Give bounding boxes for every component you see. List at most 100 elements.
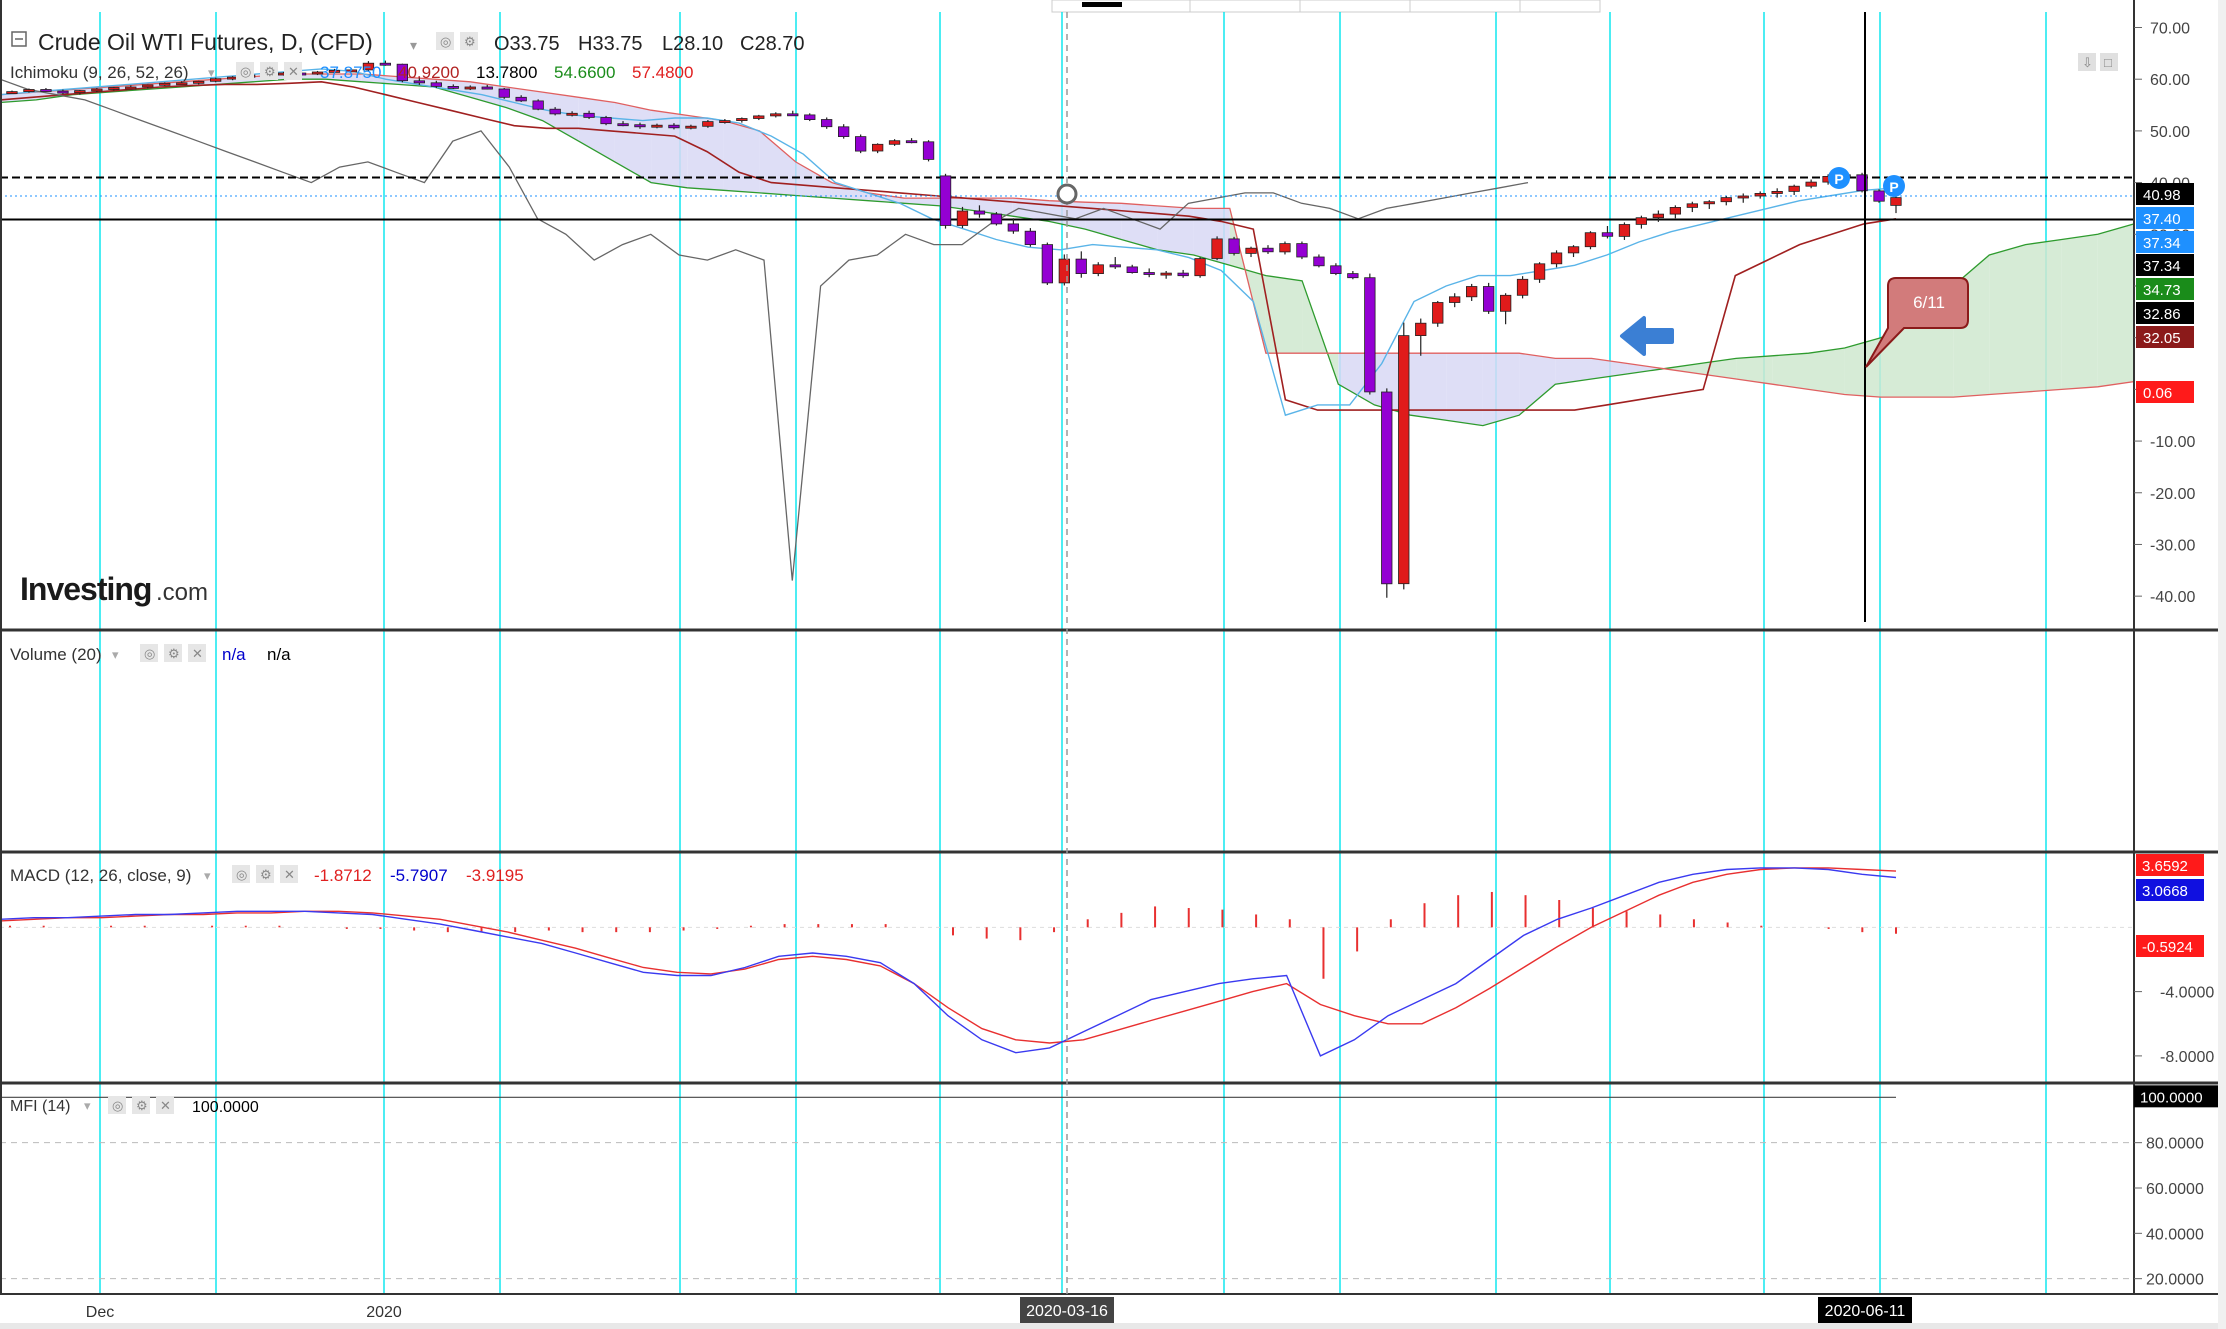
candle-body [1143, 272, 1155, 275]
candle-body [719, 120, 731, 123]
candle-body [57, 90, 69, 94]
candle-body [1856, 174, 1868, 192]
vertical-scrollbar[interactable] [2218, 0, 2226, 1329]
cloud-segment [1736, 355, 1773, 385]
eye-icon[interactable] [140, 644, 158, 662]
eye-icon[interactable] [436, 32, 454, 50]
ichimoku-settings-icons[interactable]: ◎ ⚙ ✕ [236, 62, 302, 80]
cloud-segment [1989, 244, 2026, 395]
candle-body [1228, 238, 1240, 254]
candle-body [1007, 223, 1019, 232]
cloud-segment [1627, 363, 1664, 374]
candle-body [125, 86, 137, 90]
gear-icon[interactable] [256, 865, 274, 883]
macd-line [0, 867, 1897, 1057]
candle-body [1533, 263, 1546, 280]
move-down-icon[interactable] [2078, 53, 2096, 71]
pivot-marker[interactable]: P [1828, 167, 1850, 189]
candle-body [583, 112, 595, 118]
gear-icon-glyph: ⚙ [264, 64, 276, 79]
dropdown-arrow-icon[interactable]: ▾ [204, 868, 211, 883]
crosshair-node[interactable] [1056, 183, 1078, 205]
cycle-arrow-shape [1620, 316, 1674, 356]
cloud-segment [1591, 358, 1628, 379]
close-icon[interactable] [188, 644, 206, 662]
candle-body [804, 114, 816, 121]
close-icon[interactable] [156, 1096, 174, 1114]
dropdown-arrow-icon[interactable]: ▾ [84, 1098, 91, 1113]
pivot-marker-label: P [1889, 179, 1898, 195]
candle-body [855, 136, 867, 152]
mfi-axis-label: 20.0000 [2146, 1272, 2204, 1289]
maximize-icon-glyph: □ [2104, 55, 2112, 70]
close-icon[interactable] [280, 865, 298, 883]
maximize-icon[interactable] [2100, 53, 2118, 71]
candle-body [74, 90, 86, 94]
price-tags: 40.98 37.40 37.34 37.34 34.73 32.86 32.05 0.06 3… [2134, 183, 2218, 1108]
candle-body [1109, 264, 1121, 268]
candle-body [1024, 230, 1036, 245]
time-axis-label: 2020 [366, 1304, 402, 1321]
gear-icon[interactable] [260, 62, 278, 80]
candle-body [1313, 256, 1325, 267]
close-icon-glyph: ✕ [192, 646, 203, 661]
candle-body [328, 70, 341, 73]
investing-logo: Investing .com [20, 571, 208, 607]
dropdown-arrow-icon[interactable]: ▾ [410, 37, 417, 53]
gear-icon[interactable] [460, 32, 478, 50]
dropdown-arrow-icon[interactable]: ▾ [208, 65, 215, 80]
gear-icon[interactable] [132, 1096, 150, 1114]
candle-body [1567, 246, 1580, 254]
pane-controls[interactable]: ⇩ □ [2078, 53, 2118, 71]
candle-body [651, 124, 663, 128]
candle-body [753, 115, 765, 119]
horizontal-scrollbar[interactable] [0, 1323, 2226, 1329]
ichimoku-value-1: 37.8750 [320, 63, 381, 82]
candle-body [176, 82, 188, 86]
price-tag [2136, 183, 2194, 205]
candle-body [1601, 232, 1614, 237]
candle-body [566, 112, 578, 116]
candle-body [1669, 206, 1681, 215]
cloud-segment [651, 110, 688, 188]
candle-body [905, 140, 918, 144]
candle-body [142, 84, 154, 88]
candle-body [1618, 224, 1631, 237]
cloud-segment [1772, 353, 1809, 390]
candle-body [1245, 247, 1257, 254]
candle-body [532, 100, 544, 110]
legend-settings-icons[interactable]: ◎ ⚙ [436, 32, 478, 50]
gear-icon[interactable] [164, 644, 182, 662]
date-callout[interactable]: 6/11 [1865, 277, 1969, 368]
gear-icon-glyph: ⚙ [464, 34, 476, 49]
mfi-legend: MFI (14) ▾ ◎ ⚙ ✕ 100.0000 [10, 1096, 259, 1116]
volume-value-1: n/a [222, 645, 246, 664]
macd-label[interactable]: MACD (12, 26, close, 9) [10, 866, 191, 885]
candle-body [1890, 197, 1902, 206]
vertical-grid [99, 12, 2047, 1294]
cloud-segment [1410, 353, 1447, 421]
gear-icon-glyph: ⚙ [136, 1098, 148, 1113]
eye-icon[interactable] [232, 865, 250, 883]
dropdown-arrow-icon[interactable]: ▾ [112, 647, 119, 662]
mfi-axis-label: 80.0000 [2146, 1136, 2204, 1153]
close-icon[interactable] [284, 62, 302, 80]
cursor-date-label: 2020-06-11 [1825, 1303, 1906, 1320]
mfi-label[interactable]: MFI (14) [10, 1098, 70, 1115]
close-icon-glyph: ✕ [284, 867, 295, 882]
cloud-segment [1808, 348, 1845, 395]
candle-body [91, 88, 103, 92]
candle-body [668, 124, 680, 129]
time-axis[interactable]: Dec 2020 2020-03-16 2020-06-11 [86, 1297, 1912, 1323]
pivot-marker[interactable]: P [1883, 175, 1905, 197]
candle-body [362, 62, 375, 71]
candle-body [838, 126, 850, 138]
candle-body [1516, 278, 1529, 296]
volume-label[interactable]: Volume (20) [10, 645, 102, 664]
instrument-title[interactable]: Crude Oil WTI Futures, D, (CFD) [38, 29, 373, 55]
candle-body [821, 119, 833, 128]
eye-icon[interactable] [236, 62, 254, 80]
eye-icon[interactable] [108, 1096, 126, 1114]
ichimoku-label[interactable]: Ichimoku (9, 26, 52, 26) [10, 63, 189, 82]
